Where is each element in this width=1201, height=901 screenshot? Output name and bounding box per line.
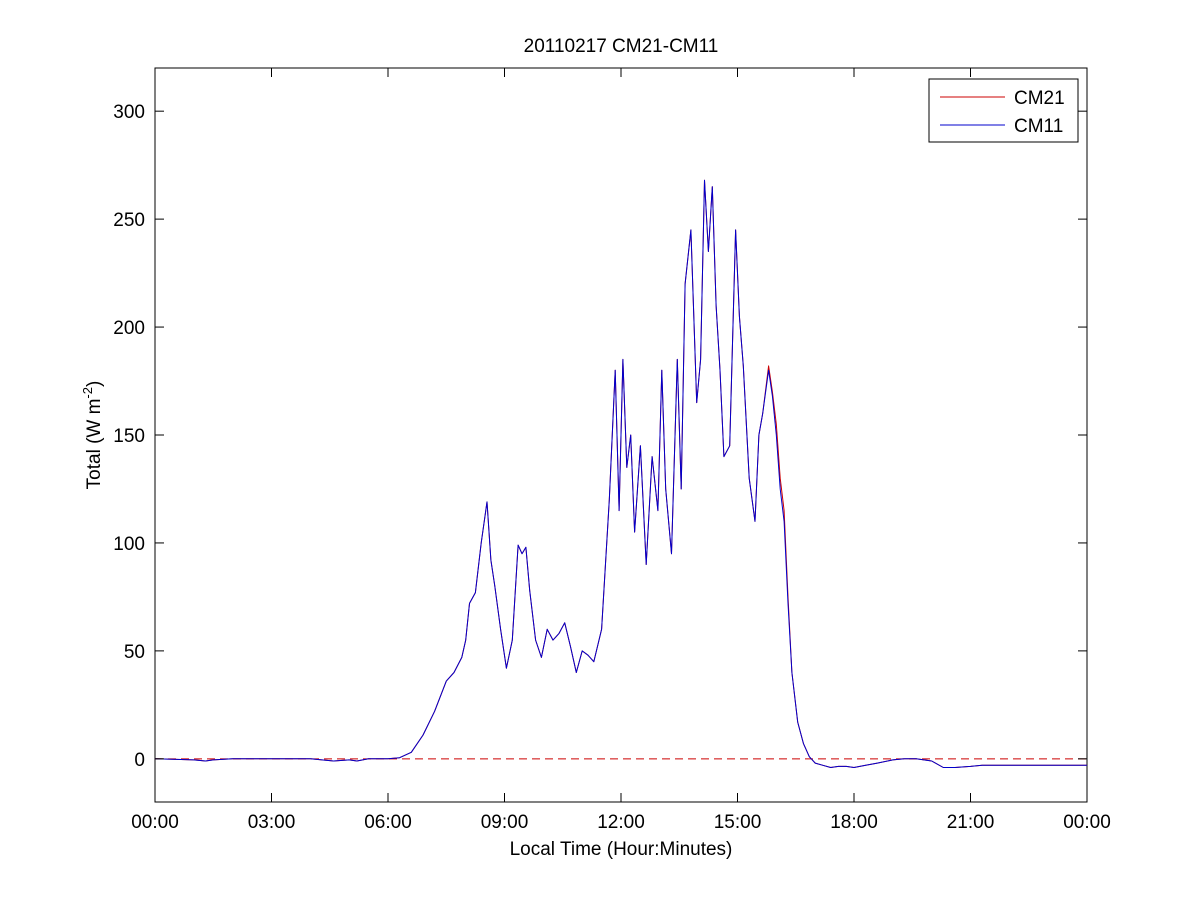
chart-title: 20110217 CM21-CM11 [524, 36, 719, 57]
y-tick-label-6: 300 [113, 102, 145, 123]
legend-box [928, 78, 1079, 143]
x-axis-title: Local Time (Hour:Minutes) [510, 839, 733, 860]
y-tick-label-5: 250 [113, 210, 145, 231]
series-group [154, 179, 1087, 768]
x-tick-label-6: 18:00 [830, 812, 878, 833]
y-axis-title-close: ) [84, 381, 105, 387]
x-tick-label-8: 00:00 [1063, 812, 1111, 833]
x-tick-label-2: 06:00 [364, 812, 412, 833]
x-tick-label-7: 21:00 [947, 812, 995, 833]
legend-label-cm11: CM11 [1014, 116, 1063, 137]
legend-label-cm21: CM21 [1014, 88, 1065, 109]
y-tick-label-1: 50 [124, 642, 145, 663]
plot-area: 00:00 03:00 06:00 09:00 12:00 15:00 18:00 21:00… [113, 67, 1111, 833]
x-tick-label-3: 09:00 [481, 812, 529, 833]
y-axis-title-superscript: -2 [80, 387, 95, 399]
y-axis-title: Total (W m-2) [80, 381, 105, 490]
legend: CM21 CM11 [928, 78, 1079, 143]
y-tick-label-2: 100 [113, 534, 145, 555]
series-line-cm11 [154, 179, 1087, 768]
y-axis-title-main: Total (W m [84, 399, 105, 490]
y-tick-label-0: 0 [134, 750, 145, 771]
x-tick-label-5: 15:00 [714, 812, 762, 833]
y-tick-label-3: 150 [113, 426, 145, 447]
y-tick-label-4: 200 [113, 318, 145, 339]
x-tick-label-0: 00:00 [131, 812, 179, 833]
x-tick-label-4: 12:00 [597, 812, 645, 833]
ticks-group: 00:00 03:00 06:00 09:00 12:00 15:00 18:00 21:00… [113, 68, 1111, 833]
x-tick-label-1: 03:00 [248, 812, 296, 833]
